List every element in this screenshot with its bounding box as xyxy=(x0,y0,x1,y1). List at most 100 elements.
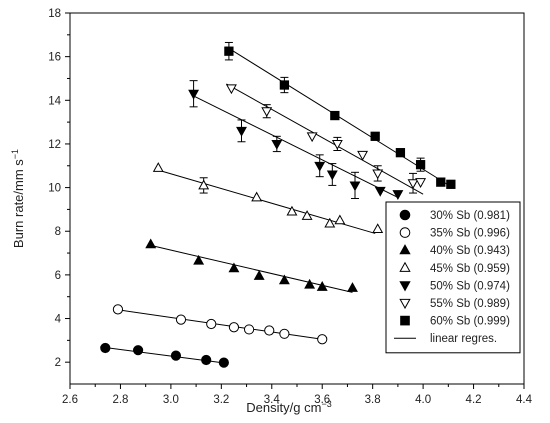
x-tick-label: 4.0 xyxy=(415,394,431,406)
data-point xyxy=(306,132,318,143)
data-point xyxy=(278,274,290,285)
data-point xyxy=(112,304,124,315)
y-tick-label: 4 xyxy=(55,314,62,326)
data-point xyxy=(261,107,273,118)
regression-line xyxy=(117,309,323,340)
x-tick-label: 4.2 xyxy=(466,394,482,406)
y-tick-label: 10 xyxy=(48,183,61,195)
data-point xyxy=(374,186,386,197)
data-markers xyxy=(100,46,456,368)
data-point xyxy=(392,190,404,200)
y-tick-label: 14 xyxy=(48,95,61,107)
data-point xyxy=(331,139,343,150)
legend-marker xyxy=(399,261,411,272)
data-point xyxy=(330,110,340,121)
y-tick-label: 8 xyxy=(55,226,61,238)
legend-marker xyxy=(399,281,411,292)
data-point xyxy=(100,342,111,354)
y-axis-label: Burn rate/mm s−1 xyxy=(10,149,26,248)
data-point xyxy=(218,357,229,368)
data-point xyxy=(279,80,290,90)
data-point xyxy=(145,238,157,249)
x-tick-label: 3.0 xyxy=(163,394,179,406)
legend-label: linear regres. xyxy=(430,333,497,345)
data-point xyxy=(193,254,205,265)
data-point xyxy=(286,205,298,216)
data-point xyxy=(314,161,326,172)
legend-label: 60% Sb (0.999) xyxy=(430,316,510,328)
data-point xyxy=(236,126,247,137)
data-point xyxy=(349,181,361,192)
legend-label: 30% Sb (0.981) xyxy=(430,210,510,222)
data-point xyxy=(370,131,380,141)
data-point xyxy=(324,217,336,228)
data-point xyxy=(271,139,283,150)
y-tick-label: 12 xyxy=(48,139,61,151)
data-point xyxy=(304,278,316,289)
x-tick-label: 3.4 xyxy=(264,394,281,406)
data-point xyxy=(357,150,369,161)
legend-marker xyxy=(399,244,411,255)
data-point xyxy=(317,334,328,345)
regression-line xyxy=(193,95,399,198)
x-tick-label: 2.8 xyxy=(112,394,128,406)
data-point xyxy=(133,345,144,356)
data-point xyxy=(251,191,263,202)
data-point xyxy=(228,262,240,273)
legend-marker xyxy=(399,209,411,221)
legend-marker xyxy=(400,315,410,326)
x-tick-label: 2.6 xyxy=(62,394,78,406)
data-point xyxy=(436,177,446,187)
data-point xyxy=(407,179,419,190)
data-point xyxy=(170,350,182,361)
data-point xyxy=(372,223,384,234)
legend-marker xyxy=(399,227,411,238)
data-point xyxy=(198,179,210,190)
data-point xyxy=(201,354,212,366)
x-tick-label: 4.4 xyxy=(516,394,533,406)
data-point xyxy=(152,162,164,172)
data-point xyxy=(225,84,237,95)
y-tick-label: 6 xyxy=(55,270,61,282)
data-point xyxy=(224,46,234,56)
axes: 2.6 2.8 3.0 3.2 3.4 3.6 3.8 4.0 4.2 4.4 2 4 6 8 10 12 14… xyxy=(48,8,532,406)
legend-label: 50% Sb (0.974) xyxy=(430,280,510,292)
data-point xyxy=(415,160,426,170)
y-tick-label: 18 xyxy=(48,8,61,20)
data-point xyxy=(243,324,255,335)
x-tick-label: 3.8 xyxy=(365,394,381,406)
regression-line xyxy=(150,244,353,293)
legend: 30% Sb (0.981) 35% Sb (0.996) 40% Sb (0.94… xyxy=(385,201,521,354)
legend-label: 40% Sb (0.943) xyxy=(430,245,510,257)
y-axis-label-exponent: −1 xyxy=(10,149,20,159)
data-point xyxy=(264,325,275,336)
legend-box xyxy=(385,201,521,354)
axis-labels: Density/g cm−3 Burn rate/mm s−1 xyxy=(10,149,332,415)
y-tick-label: 2 xyxy=(55,357,61,369)
data-point xyxy=(228,322,240,333)
data-point xyxy=(372,169,384,180)
data-point xyxy=(415,178,427,188)
data-point xyxy=(347,282,358,292)
x-tick-label: 3.2 xyxy=(213,394,229,406)
data-point xyxy=(395,148,406,158)
data-point xyxy=(279,328,290,339)
data-point xyxy=(206,318,217,330)
data-point xyxy=(301,210,313,220)
data-point xyxy=(326,170,338,181)
data-point xyxy=(334,214,346,225)
legend-label: 35% Sb (0.996) xyxy=(430,228,510,240)
x-axis-label: Density/g cm−3 xyxy=(246,399,331,415)
data-point xyxy=(175,314,187,325)
x-tick-label: 3.6 xyxy=(314,394,330,406)
data-point xyxy=(446,179,456,189)
data-point xyxy=(316,281,328,291)
regression-line xyxy=(226,83,424,195)
data-point xyxy=(188,89,200,100)
legend-marker xyxy=(399,298,411,310)
legend-label: 55% Sb (0.989) xyxy=(430,298,510,310)
x-axis-label-exponent: −3 xyxy=(321,399,331,409)
data-point xyxy=(253,270,265,280)
legend-label: 45% Sb (0.959) xyxy=(430,263,510,275)
